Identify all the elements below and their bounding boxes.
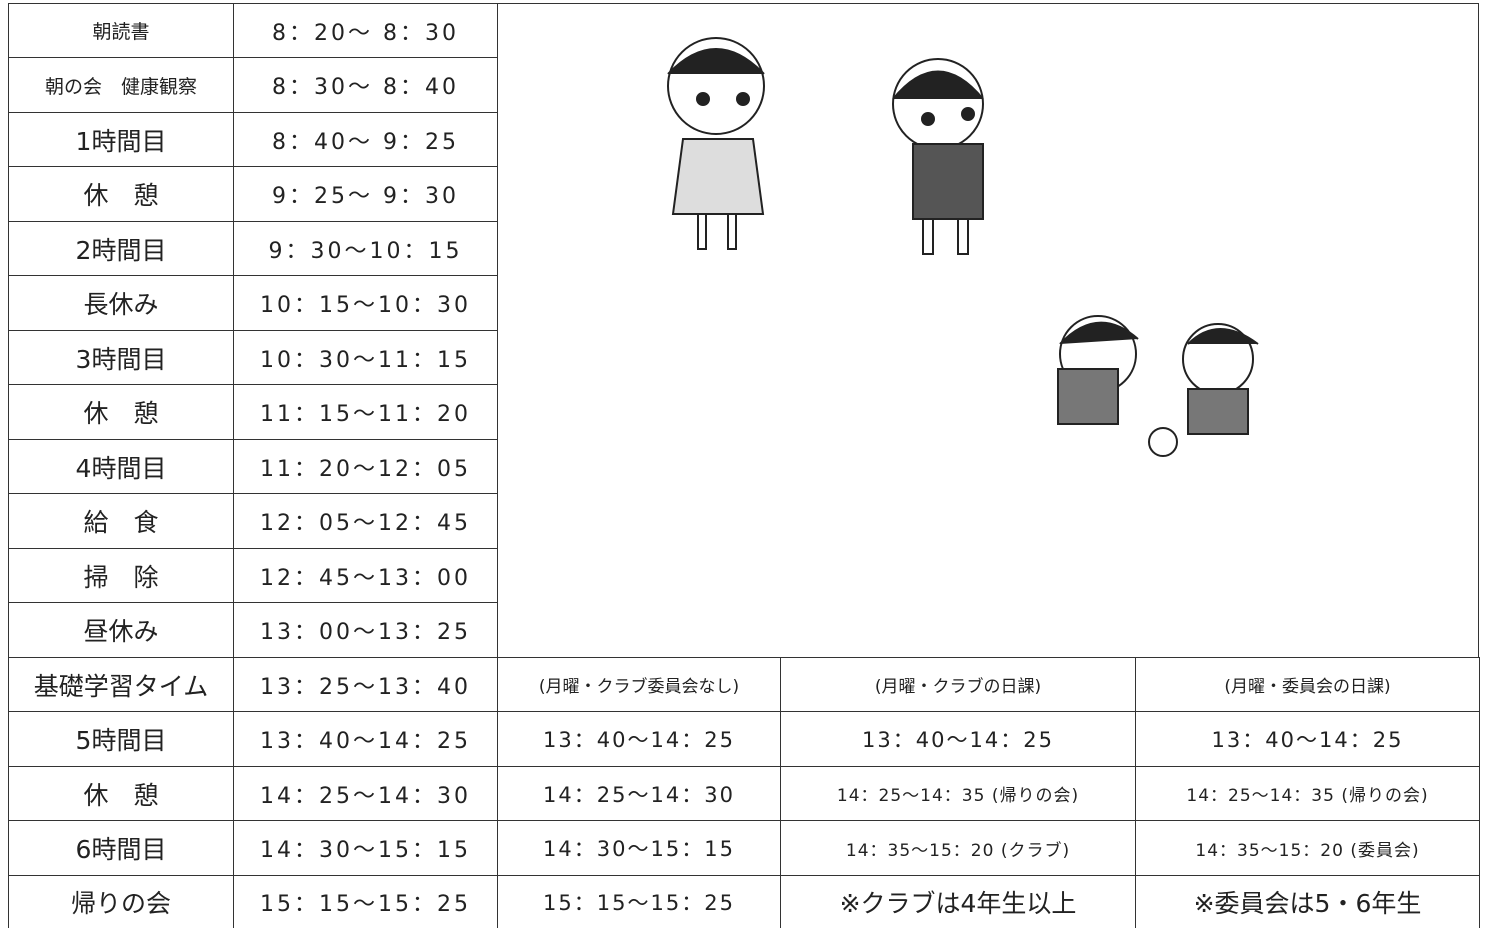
variant-time: ※クラブは4年生以上 — [780, 875, 1136, 928]
variant-header: (月曜・委員会の日課) — [1135, 657, 1480, 712]
period-name: 5時間目 — [8, 711, 234, 767]
period-name: 1時間目 — [8, 112, 234, 167]
period-name: 2時間目 — [8, 221, 234, 276]
variant-time: 14：25～14：30 — [497, 766, 781, 821]
variant-time: 14：35～15：20 (委員会) — [1135, 820, 1480, 876]
variant-time: 14：25～14：35 (帰りの会) — [1135, 766, 1480, 821]
period-time: 8：20～ 8：30 — [233, 3, 498, 58]
period-name: 朝読書 — [8, 3, 234, 58]
period-time: 12：05～12：45 — [233, 493, 498, 549]
period-name: 昼休み — [8, 602, 234, 658]
period-time: 14：25～14：30 — [233, 766, 498, 821]
period-name: 4時間目 — [8, 439, 234, 494]
variant-time: 13：40～14：25 — [780, 711, 1136, 767]
period-name: 朝の会 健康観察 — [8, 57, 234, 113]
period-time: 13：00～13：25 — [233, 602, 498, 658]
variant-time: 13：40～14：25 — [1135, 711, 1480, 767]
period-name: 基礎学習タイム — [8, 657, 234, 712]
period-time: 13：25～13：40 — [233, 657, 498, 712]
variant-time: 14：25～14：35 (帰りの会) — [780, 766, 1136, 821]
period-time: 12：45～13：00 — [233, 548, 498, 603]
period-name: 給 食 — [8, 493, 234, 549]
period-name: 6時間目 — [8, 820, 234, 876]
period-time: 8：30～ 8：40 — [233, 57, 498, 113]
variant-time: 15：15～15：25 — [497, 875, 781, 928]
period-time: 9：25～ 9：30 — [233, 166, 498, 222]
period-time: 11：20～12：05 — [233, 439, 498, 494]
period-time: 10：30～11：15 — [233, 330, 498, 385]
variant-time: 14：35～15：20 (クラブ) — [780, 820, 1136, 876]
variant-time: 13：40～14：25 — [497, 711, 781, 767]
variant-header: (月曜・クラブ委員会なし) — [497, 657, 781, 712]
period-name: 長休み — [8, 275, 234, 331]
variant-time: ※委員会は5・6年生 — [1135, 875, 1480, 928]
period-time: 15：15～15：25 — [233, 875, 498, 928]
period-name: 休 憩 — [8, 766, 234, 821]
period-time: 10：15～10：30 — [233, 275, 498, 331]
period-name: 休 憩 — [8, 384, 234, 440]
period-name: 掃 除 — [8, 548, 234, 603]
period-name: 3時間目 — [8, 330, 234, 385]
period-time: 14：30～15：15 — [233, 820, 498, 876]
period-name: 休 憩 — [8, 166, 234, 222]
period-time: 13：40～14：25 — [233, 711, 498, 767]
variant-header: (月曜・クラブの日課) — [780, 657, 1136, 712]
period-time: 11：15～11：20 — [233, 384, 498, 440]
variant-time: 14：30～15：15 — [497, 820, 781, 876]
period-name: 帰りの会 — [8, 875, 234, 928]
illustration — [667, 37, 1259, 457]
period-time: 9：30～10：15 — [233, 221, 498, 276]
period-time: 8：40～ 9：25 — [233, 112, 498, 167]
